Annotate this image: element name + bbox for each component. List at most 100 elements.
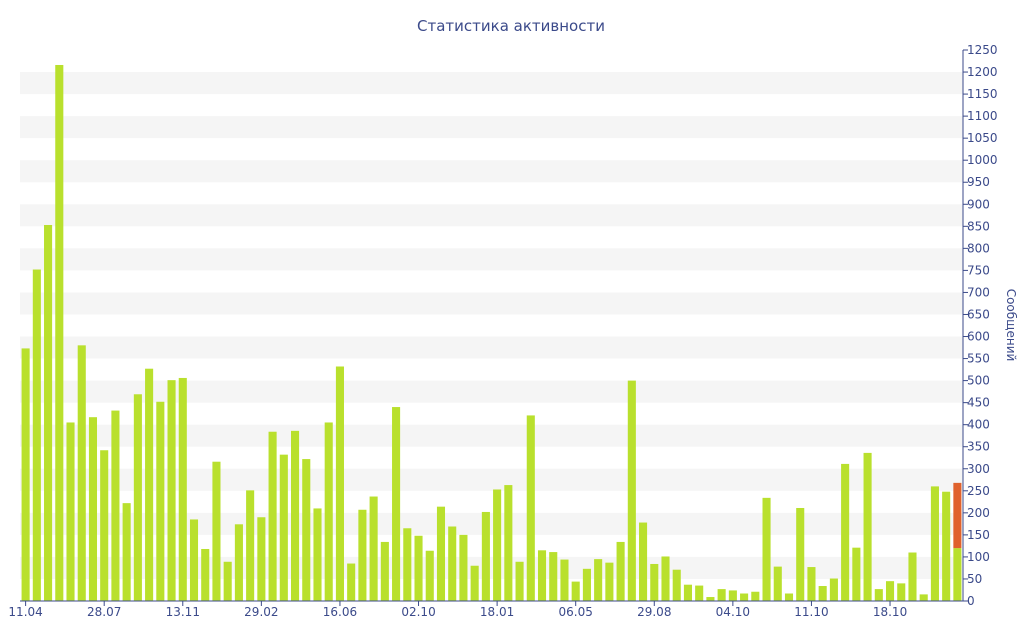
- bars: [21, 64, 962, 602]
- bar: [77, 345, 86, 601]
- y-tick-label: 0: [967, 594, 975, 608]
- bar: [515, 561, 524, 601]
- bar: [493, 489, 502, 601]
- bar: [560, 559, 569, 601]
- bar: [582, 568, 591, 601]
- bar: [100, 450, 109, 601]
- bar: [672, 569, 681, 601]
- bar: [863, 452, 872, 601]
- bar: [21, 348, 30, 601]
- y-tick-label: 350: [967, 440, 990, 454]
- x-tick-label: 04.10: [716, 605, 750, 619]
- grid-band: [20, 512, 963, 535]
- grid-band: [20, 468, 963, 491]
- y-tick-label: 200: [967, 506, 990, 520]
- grid-band: [20, 380, 963, 403]
- y-tick-label: 1000: [967, 153, 998, 167]
- bar: [796, 507, 805, 601]
- bar: [223, 561, 232, 601]
- bar: [335, 366, 344, 601]
- bar: [683, 584, 692, 601]
- x-tick-label: 16.06: [323, 605, 357, 619]
- x-tick-label: 18.10: [873, 605, 907, 619]
- y-tick-label: 100: [967, 550, 990, 564]
- bar: [32, 269, 41, 601]
- x-tick-label: 29.02: [244, 605, 278, 619]
- bar: [953, 548, 962, 601]
- bar: [470, 565, 479, 601]
- y-tick-label: 300: [967, 462, 990, 476]
- bar: [111, 410, 120, 601]
- bar: [874, 589, 883, 601]
- bar: [661, 556, 670, 601]
- x-tick-label: 02.10: [401, 605, 435, 619]
- bar: [302, 459, 311, 601]
- bar: [44, 224, 53, 601]
- bar: [403, 528, 412, 601]
- bar: [639, 522, 648, 601]
- y-tick-label: 950: [967, 175, 990, 189]
- bar: [481, 511, 490, 601]
- bar: [695, 585, 704, 601]
- bar: [279, 454, 288, 601]
- bar: [55, 64, 64, 602]
- x-axis-ticks: 11.04 28.07 13.11 29.02 16.06 02.10 18.01 06.05…: [8, 601, 907, 619]
- grid-band: [20, 160, 963, 183]
- bar: [706, 597, 715, 601]
- bar: [852, 547, 861, 601]
- chart-title: Статистика активности: [417, 17, 605, 35]
- bar: [762, 497, 771, 601]
- x-tick-label: 29.08: [637, 605, 671, 619]
- y-tick-label: 850: [967, 219, 990, 233]
- grid-band: [20, 116, 963, 139]
- bar: [841, 463, 850, 601]
- x-tick-label: 11.10: [794, 605, 828, 619]
- bar: [650, 563, 659, 601]
- bar: [392, 407, 401, 601]
- bar: [627, 380, 636, 601]
- y-tick-label: 700: [967, 285, 990, 299]
- bar: [291, 430, 300, 601]
- bar: [448, 526, 457, 601]
- y-tick-label: 400: [967, 418, 990, 432]
- y-axis-ticks: 0 50 100 150 200 250 300 350 400 450 500 550 600 650 7…: [963, 43, 998, 608]
- bar: [201, 548, 210, 601]
- grid-band: [20, 204, 963, 227]
- bar: [122, 503, 131, 601]
- bar: [594, 559, 603, 601]
- bar: [257, 517, 266, 601]
- bar: [549, 552, 558, 601]
- y-tick-label: 500: [967, 374, 990, 388]
- y-tick-label: 800: [967, 241, 990, 255]
- bar: [897, 583, 906, 601]
- bar: [942, 491, 951, 601]
- bar: [930, 486, 939, 601]
- bar: [246, 490, 255, 601]
- grid-bands: [20, 72, 963, 579]
- bar: [425, 550, 434, 601]
- bar: [571, 581, 580, 601]
- x-tick-label: 11.04: [8, 605, 42, 619]
- bar: [313, 508, 322, 601]
- bar: [885, 581, 895, 601]
- y-tick-label: 750: [967, 263, 990, 277]
- x-tick-label: 13.11: [166, 605, 200, 619]
- y-tick-label: 250: [967, 484, 990, 498]
- bar: [156, 401, 165, 601]
- x-tick-label: 28.07: [87, 605, 121, 619]
- bar: [212, 461, 221, 601]
- bar: [167, 380, 176, 601]
- bar: [369, 496, 378, 601]
- bar: [459, 534, 468, 601]
- bar: [740, 593, 749, 601]
- bar: [504, 485, 513, 601]
- bar: [358, 509, 367, 601]
- bar: [908, 552, 917, 601]
- bar: [380, 541, 389, 601]
- grid-band: [20, 292, 963, 315]
- y-tick-label: 150: [967, 528, 990, 542]
- bar: [178, 377, 187, 601]
- bar: [784, 593, 794, 601]
- grid-band: [20, 556, 963, 579]
